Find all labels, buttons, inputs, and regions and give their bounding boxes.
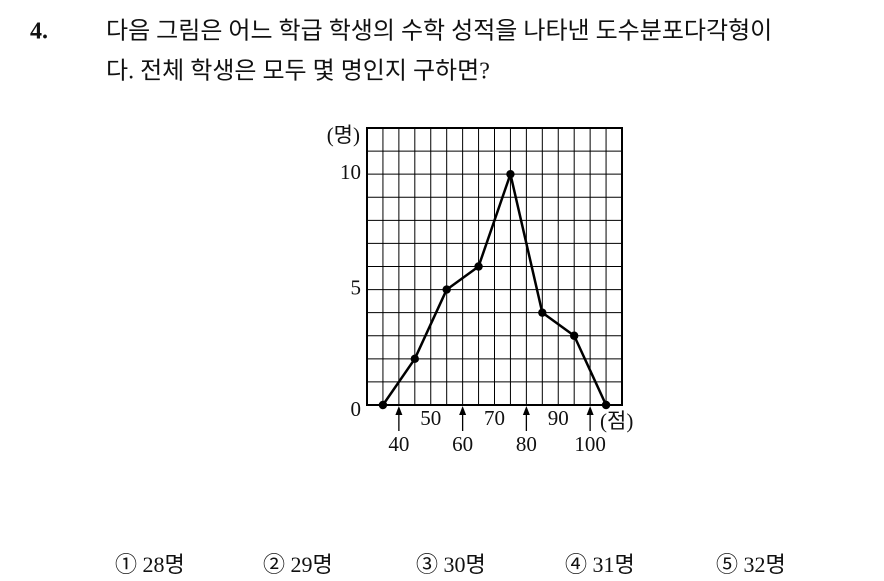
data-line (381, 172, 608, 406)
data-point (410, 354, 420, 364)
x-tick-label: 80 (516, 432, 537, 456)
question-number: 4. (30, 19, 48, 45)
tick-arrowhead (586, 406, 594, 415)
x-tick-label: 50 (420, 406, 441, 430)
data-point (538, 308, 547, 317)
y-tick-label: 10 (340, 160, 361, 184)
x-tick-label: 70 (484, 406, 505, 430)
tick-arrowhead (395, 406, 403, 415)
data-point (378, 400, 388, 410)
tick-arrowhead (522, 406, 530, 415)
choice: ③ 30명 (416, 552, 486, 577)
question-text: 다음 그림은 어느 학급 학생의 수학 성적을 나타낸 도수분포다각형이 (106, 18, 772, 45)
y-axis-label: (명) (327, 123, 360, 147)
data-point (506, 169, 515, 179)
x-tick-label: 40 (388, 432, 409, 456)
x-tick-label: 100 (574, 432, 606, 456)
data-point (442, 285, 451, 294)
data-point (569, 331, 579, 340)
data-point (474, 262, 483, 271)
x-axis-label: (점) (600, 409, 633, 433)
choice: ⑤ 32명 (716, 552, 786, 577)
y-tick-label: 0 (351, 397, 362, 421)
plot-frame (366, 127, 623, 406)
data-point (601, 400, 611, 410)
y-tick-label: 5 (351, 275, 362, 299)
x-tick-label: 90 (548, 406, 569, 430)
x-tick-label: 60 (452, 432, 473, 456)
tick-arrowhead (459, 406, 467, 415)
choice: ② 29명 (263, 552, 333, 577)
choice: ④ 31명 (565, 552, 635, 577)
choice: ① 28명 (115, 552, 185, 577)
question-text: 다. 전체 학생은 모두 몇 명인지 구하면? (106, 58, 490, 85)
